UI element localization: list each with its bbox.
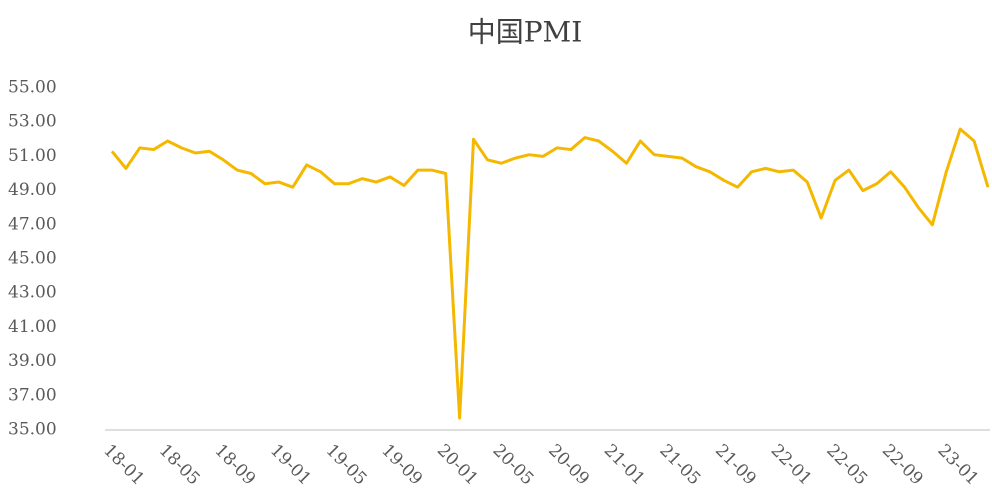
y-tick-label: 47.00: [8, 214, 57, 234]
y-tick-label: 51.00: [8, 146, 57, 166]
x-tick-label: 18-01: [99, 441, 148, 490]
x-tick-label: 21-01: [600, 441, 649, 490]
x-tick-label: 20-05: [489, 441, 538, 490]
y-tick-label: 35.00: [8, 420, 57, 440]
x-tick-label: 22-09: [878, 441, 927, 490]
y-tick-label: 37.00: [8, 385, 57, 405]
x-tick-label: 19-05: [322, 441, 371, 490]
y-tick-label: 55.00: [8, 78, 57, 98]
chart-title: 中国PMI: [468, 16, 583, 49]
y-tick-label: 41.00: [8, 317, 57, 337]
y-tick-label: 49.00: [8, 180, 57, 200]
x-tick-label: 19-09: [377, 441, 426, 490]
x-tick-label: 18-05: [155, 441, 204, 490]
x-tick-label: 22-05: [822, 441, 871, 490]
x-tick-label: 19-01: [266, 441, 315, 490]
x-tick-label: 21-05: [655, 441, 704, 490]
x-tick-label: 22-01: [767, 441, 816, 490]
x-tick-label: 18-09: [211, 441, 260, 490]
y-tick-label: 43.00: [8, 283, 57, 303]
x-tick-label: 20-09: [544, 441, 593, 490]
y-tick-label: 45.00: [8, 249, 57, 269]
y-tick-label: 53.00: [8, 112, 57, 132]
line-series: [110, 127, 990, 420]
x-tick-label: 20-01: [433, 441, 482, 490]
y-tick-label: 39.00: [8, 351, 57, 371]
x-tick-label: 23-01: [934, 441, 983, 490]
x-tick-label: 21-09: [711, 441, 760, 490]
